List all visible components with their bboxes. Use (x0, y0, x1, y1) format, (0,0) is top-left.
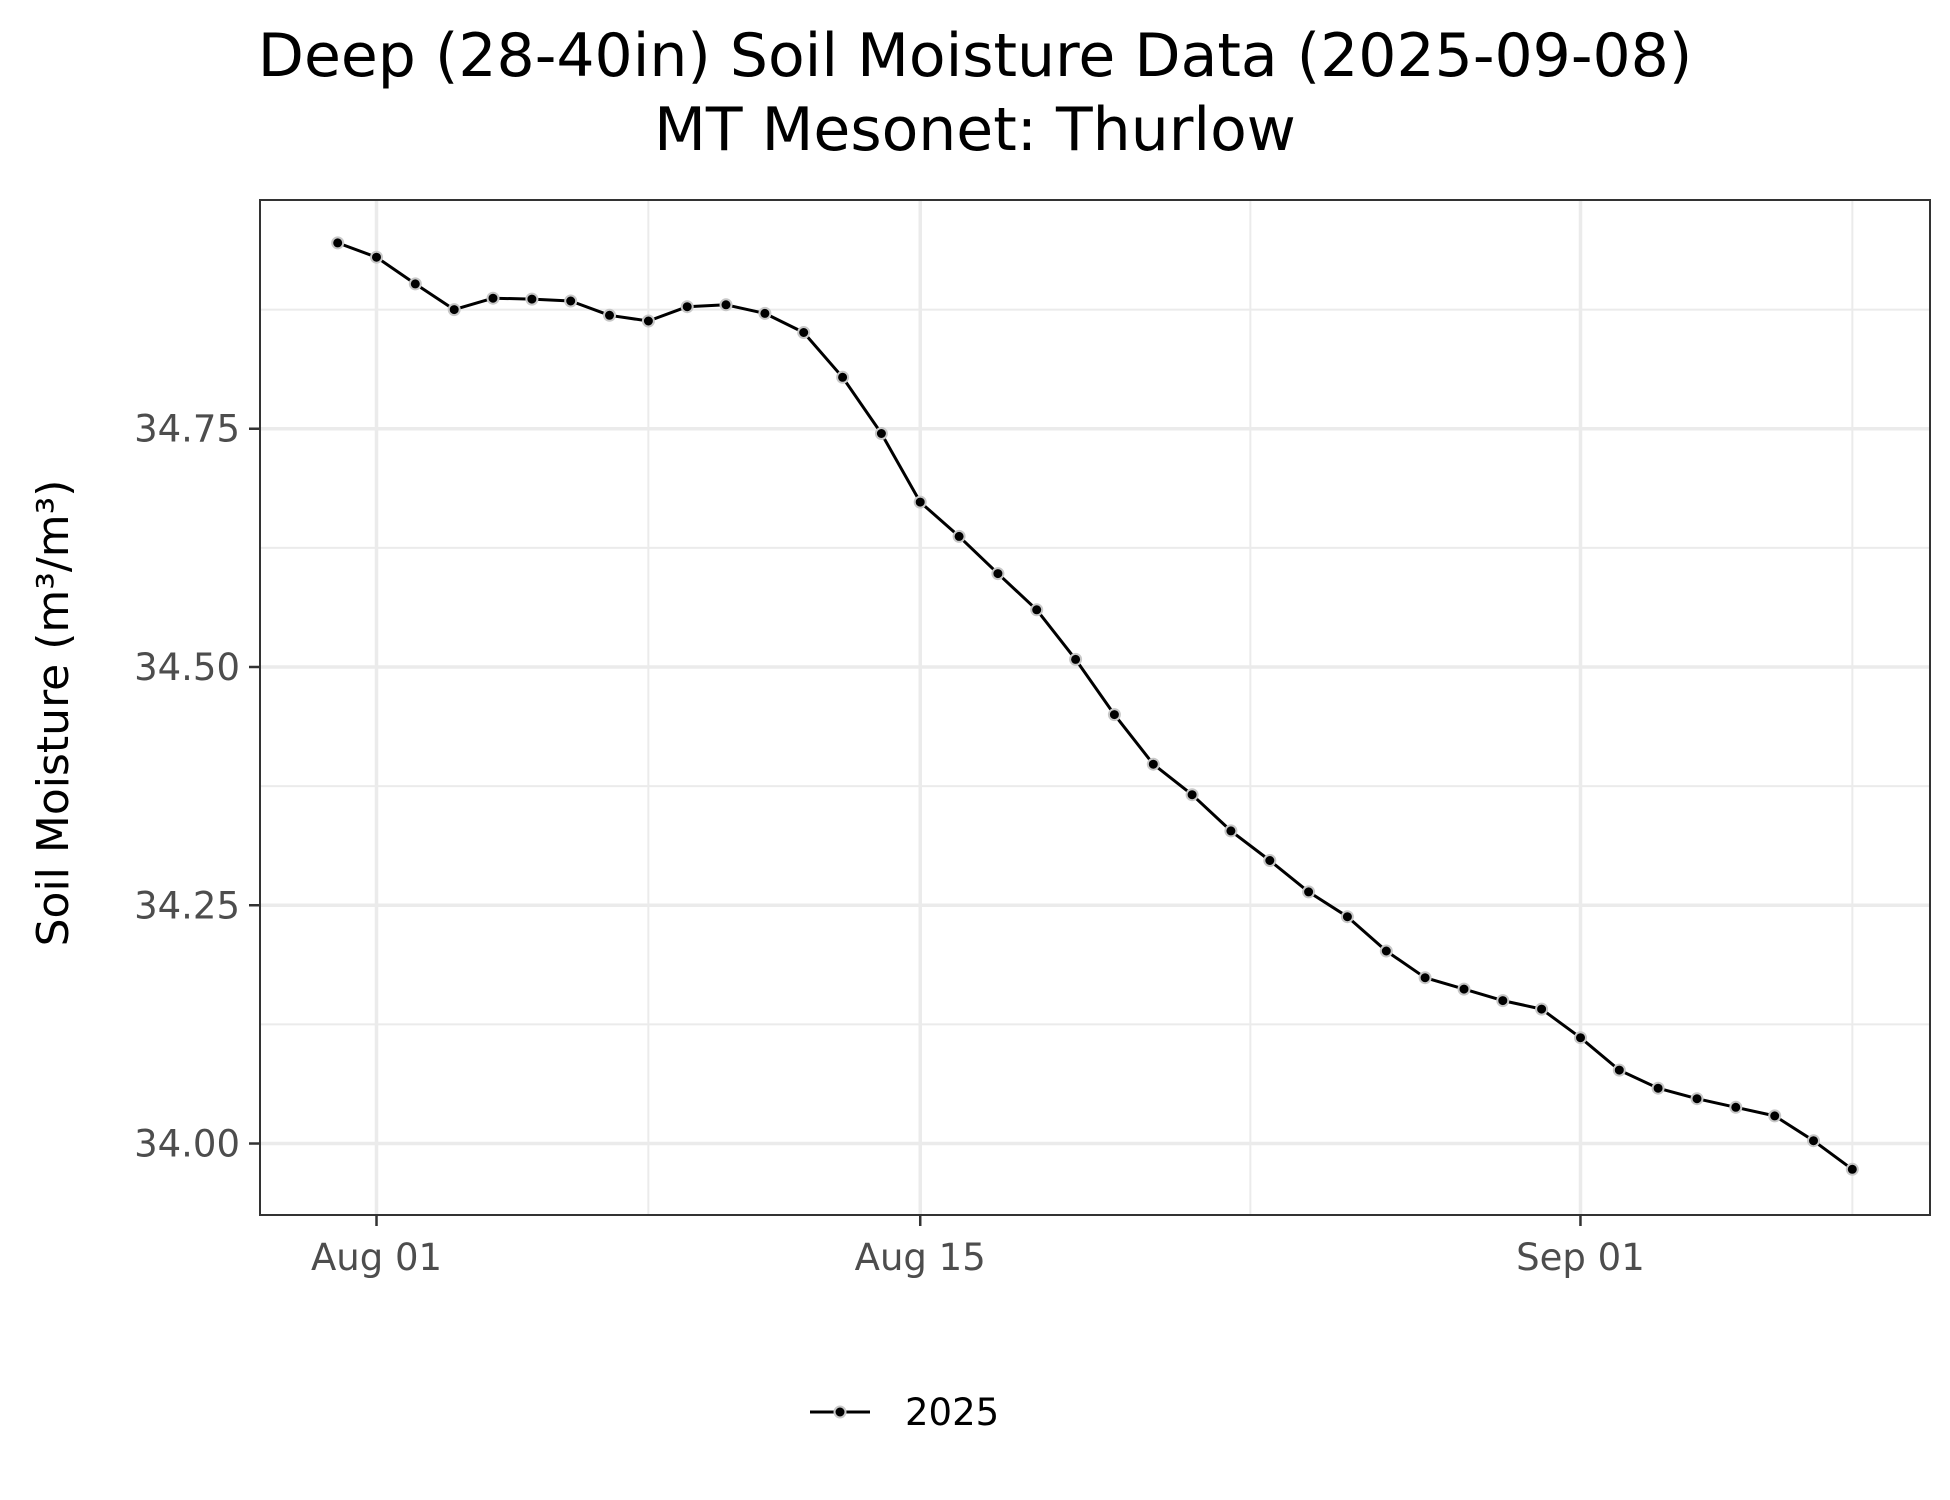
major-gridlines (260, 200, 1930, 1215)
data-point (1535, 1002, 1549, 1016)
minor-gridlines (260, 200, 1930, 1215)
y-axis-title: Soil Moisture (m³/m³) (28, 480, 79, 947)
data-point (758, 306, 772, 320)
data-point (1496, 994, 1510, 1008)
data-point (913, 495, 927, 509)
data-point (1224, 824, 1238, 838)
x-tick-label: Sep 01 (1516, 1236, 1645, 1279)
series-layer (331, 236, 1859, 1176)
data-point (1457, 982, 1471, 996)
data-point (603, 308, 616, 322)
legend: 2025 (810, 1391, 999, 1434)
legend-point-key (833, 1405, 847, 1419)
chart-subtitle: MT Mesonet: Thurlow (654, 95, 1296, 165)
data-point (1574, 1031, 1587, 1045)
data-point (1418, 971, 1432, 985)
data-point (1185, 788, 1199, 802)
data-point (952, 529, 966, 543)
data-point (1379, 944, 1393, 958)
y-tick-label: 34.50 (134, 646, 240, 689)
data-point (1612, 1063, 1626, 1077)
data-point (719, 298, 733, 312)
data-point (1768, 1109, 1782, 1123)
data-point (1302, 885, 1316, 899)
data-point (1146, 757, 1160, 771)
data-point (564, 294, 578, 308)
x-tick-label: Aug 01 (311, 1236, 442, 1279)
data-point (408, 277, 422, 291)
data-point (797, 326, 811, 339)
y-tick-label: 34.00 (134, 1123, 240, 1166)
data-point (370, 250, 383, 264)
data-point (1807, 1134, 1820, 1148)
series-line-2025 (337, 241, 1854, 1171)
data-point (680, 300, 694, 314)
data-point (1107, 708, 1121, 722)
axes: Aug 01 Aug 15 Sep 01 34.00 34.25 34.50 34.75 (134, 408, 1645, 1279)
plot-panel-border (259, 199, 1931, 1216)
data-point (486, 291, 500, 305)
data-point (1069, 652, 1083, 666)
data-point (991, 567, 1005, 581)
plot-panel (260, 200, 1930, 1215)
data-point (525, 292, 539, 306)
data-point (874, 427, 888, 440)
data-point (1729, 1100, 1743, 1114)
y-tick-label: 34.75 (134, 408, 240, 451)
data-point (1263, 854, 1277, 867)
chart-title: Deep (28-40in) Soil Moisture Data (2025-… (258, 21, 1692, 91)
data-point (1845, 1162, 1859, 1176)
data-point (1651, 1081, 1665, 1095)
data-point (1690, 1092, 1704, 1106)
data-point (447, 303, 461, 317)
legend-label-2025: 2025 (905, 1391, 999, 1434)
data-point (641, 314, 655, 328)
data-point (836, 370, 850, 384)
x-tick-label: Aug 15 (855, 1236, 986, 1279)
data-point (331, 236, 345, 250)
y-tick-label: 34.25 (134, 884, 240, 927)
data-point (1030, 603, 1044, 617)
data-point (1340, 910, 1354, 924)
